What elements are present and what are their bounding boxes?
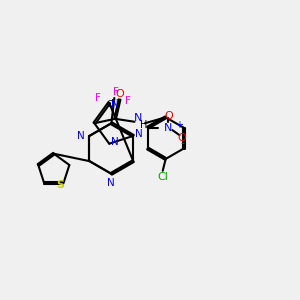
Text: N: N — [134, 113, 142, 123]
Text: N: N — [107, 178, 115, 188]
Text: N: N — [111, 99, 119, 109]
Text: F: F — [125, 96, 130, 106]
Text: N: N — [164, 123, 173, 133]
Text: N: N — [135, 129, 142, 140]
Text: -: - — [181, 138, 184, 148]
Text: O: O — [177, 133, 186, 143]
Text: F: F — [95, 93, 101, 103]
Text: O: O — [164, 111, 173, 122]
Text: N: N — [111, 137, 119, 147]
Text: S: S — [56, 180, 64, 190]
Text: F: F — [113, 87, 119, 97]
Text: N: N — [77, 131, 85, 141]
Text: C: C — [107, 100, 113, 109]
Text: H: H — [140, 120, 148, 130]
Text: +: + — [176, 120, 184, 130]
Text: Cl: Cl — [157, 172, 168, 182]
Text: O: O — [115, 89, 124, 99]
